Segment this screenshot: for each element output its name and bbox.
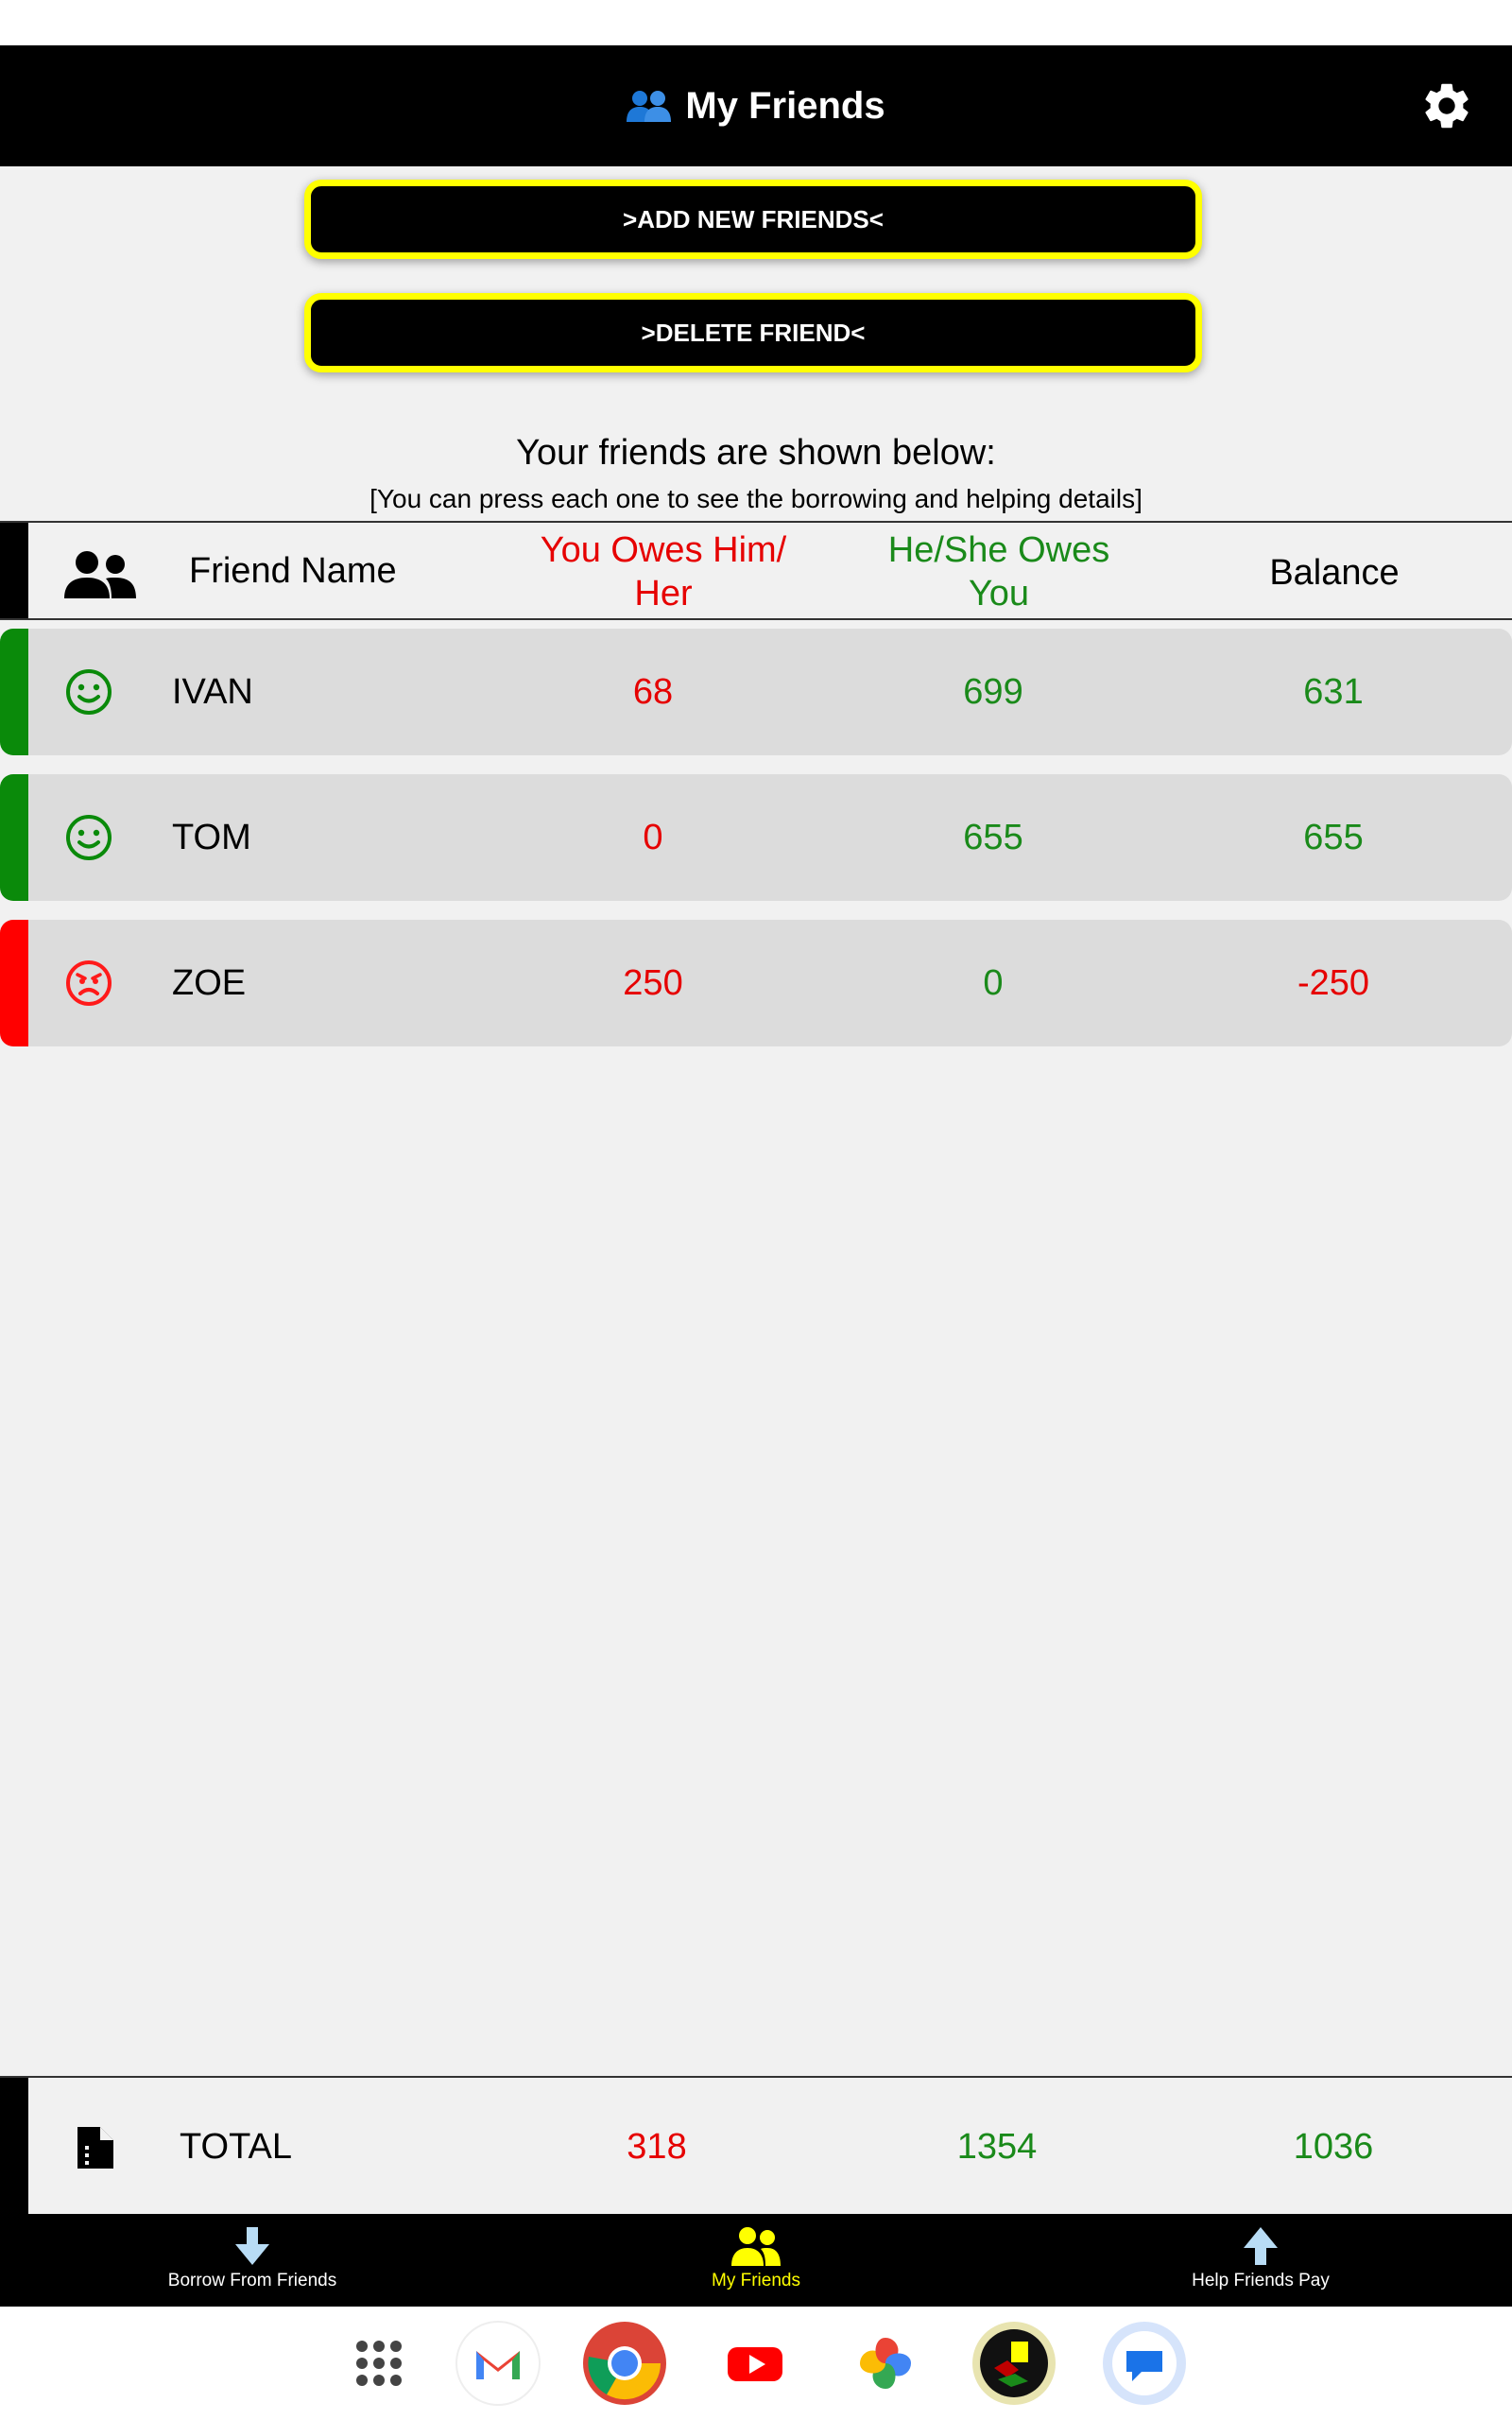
gear-icon xyxy=(1425,83,1469,129)
app-header: My Friends xyxy=(0,45,1512,166)
row-status-bar xyxy=(0,629,28,755)
arrow-up-icon xyxy=(1236,2225,1285,2267)
chrome-icon[interactable] xyxy=(580,2319,669,2408)
document-icon xyxy=(72,2125,117,2170)
delete-friend-button[interactable]: >DELETE FRIEND< xyxy=(304,293,1202,372)
friend-row-zoe[interactable]: ZOE 250 0 -250 xyxy=(0,920,1512,1046)
messages-icon[interactable] xyxy=(1100,2319,1189,2408)
friends-table-header: Friend Name You Owes Him/ Her He/She Owe… xyxy=(0,521,1512,620)
app-dock xyxy=(0,2307,1512,2420)
nav-my-friends[interactable]: My Friends xyxy=(567,2214,945,2307)
add-new-friends-button[interactable]: >ADD NEW FRIENDS< xyxy=(304,180,1202,259)
header-left-bar xyxy=(0,523,28,618)
page-title: My Friends xyxy=(685,84,885,127)
friend-name: TOM xyxy=(172,818,251,857)
nav-label: My Friends xyxy=(712,2271,800,2290)
row-status-bar xyxy=(0,774,28,901)
people-icon xyxy=(731,2225,781,2267)
row-status-bar xyxy=(0,920,28,1046)
nav-help-friends-pay[interactable]: Help Friends Pay xyxy=(1072,2214,1450,2307)
total-left-bar xyxy=(0,2078,28,2214)
column-header-friend-name: Friend Name xyxy=(189,551,397,591)
friend-name: IVAN xyxy=(172,672,253,712)
column-header-they-owe: He/She Owes You xyxy=(887,530,1110,614)
happy-face-icon xyxy=(64,813,113,862)
balance-value: -250 xyxy=(1297,963,1370,1003)
friend-row-ivan[interactable]: IVAN 68 699 631 xyxy=(0,629,1512,755)
balance-value: 631 xyxy=(1303,672,1364,712)
app-drawer-icon[interactable] xyxy=(335,2319,423,2408)
bottom-navigation: Borrow From Friends My Friends Help Frie… xyxy=(0,2214,1512,2307)
you-owe-value: 250 xyxy=(623,963,683,1003)
people-icon xyxy=(64,549,136,600)
arrow-down-icon xyxy=(228,2225,277,2267)
total-you-owe: 318 xyxy=(627,2127,687,2167)
header-title-group: My Friends xyxy=(627,85,885,128)
status-bar xyxy=(0,0,1512,45)
happy-face-icon xyxy=(64,667,113,717)
photos-icon[interactable] xyxy=(841,2319,930,2408)
friend-row-tom[interactable]: TOM 0 655 655 xyxy=(0,774,1512,901)
column-header-balance: Balance xyxy=(1269,553,1400,593)
friends-emoji-icon xyxy=(627,91,672,122)
total-they-owe: 1354 xyxy=(956,2127,1038,2167)
nav-label: Help Friends Pay xyxy=(1192,2271,1330,2290)
you-owe-value: 0 xyxy=(643,818,663,857)
column-header-you-owe: You Owes Him/ Her xyxy=(540,530,787,614)
gmail-icon[interactable] xyxy=(454,2319,542,2408)
friend-name: ZOE xyxy=(172,963,247,1003)
settings-button[interactable] xyxy=(1419,78,1474,133)
app-logo-icon[interactable] xyxy=(970,2319,1058,2408)
friends-intro-title: Your friends are shown below: xyxy=(516,433,996,473)
they-owe-value: 699 xyxy=(963,672,1023,712)
they-owe-value: 0 xyxy=(983,963,1004,1003)
you-owe-value: 68 xyxy=(632,672,674,712)
youtube-icon[interactable] xyxy=(711,2319,799,2408)
total-bar: TOTAL 318 1354 1036 xyxy=(0,2076,1512,2214)
total-balance: 1036 xyxy=(1293,2127,1374,2167)
nav-label: Borrow From Friends xyxy=(167,2271,337,2290)
balance-value: 655 xyxy=(1303,818,1364,857)
they-owe-value: 655 xyxy=(963,818,1023,857)
friends-intro-subtitle: [You can press each one to see the borro… xyxy=(369,484,1143,513)
angry-face-icon xyxy=(64,959,113,1008)
nav-borrow-from-friends[interactable]: Borrow From Friends xyxy=(63,2214,441,2307)
total-label: TOTAL xyxy=(180,2127,292,2167)
